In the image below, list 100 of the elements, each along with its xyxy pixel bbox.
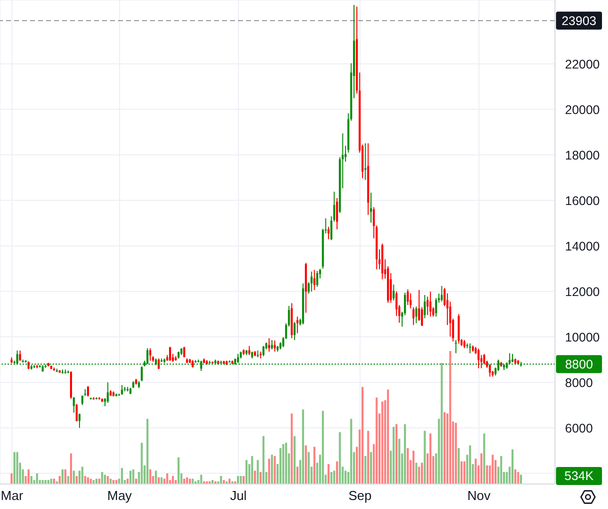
bar: [420, 462, 423, 484]
bar: [520, 474, 522, 484]
bar: [70, 453, 72, 484]
bar: [64, 469, 66, 484]
bar: [296, 466, 298, 484]
candlestick: [296, 316, 298, 334]
bar: [200, 474, 202, 484]
bar: [406, 448, 409, 484]
bar: [262, 436, 264, 484]
bar: [84, 476, 86, 484]
bar: [98, 478, 100, 484]
x-tick-label: Mar: [0, 488, 24, 504]
candlestick: [268, 338, 270, 352]
bar: [28, 469, 30, 484]
bar: [104, 474, 106, 484]
y-tick-label: 16000: [565, 194, 600, 208]
bar: [440, 362, 443, 484]
bar: [386, 390, 389, 484]
candlestick: [483, 353, 486, 365]
bar: [140, 442, 143, 484]
bar: [158, 477, 160, 484]
bar: [178, 457, 180, 484]
bar: [188, 478, 191, 484]
bar: [254, 470, 256, 484]
bar: [53, 478, 56, 484]
candlestick: [424, 294, 426, 319]
bar: [469, 445, 472, 484]
bar: [404, 424, 406, 484]
bar: [458, 448, 460, 484]
y-tick-label: 8000: [565, 376, 593, 390]
bar: [67, 476, 70, 484]
bar: [160, 477, 163, 484]
x-tick-label: May: [107, 488, 132, 504]
candlestick: [440, 285, 443, 302]
bar: [424, 430, 426, 484]
candlestick: [410, 292, 412, 309]
bar: [183, 478, 186, 484]
y-tick-label: 6000: [565, 421, 593, 436]
y-tick-label: 14000: [565, 239, 600, 254]
bar: [492, 454, 494, 484]
candlestick: [294, 322, 296, 341]
y-tick-label: 22000: [565, 57, 600, 72]
bar: [251, 456, 254, 484]
bar: [304, 445, 307, 484]
candlestick: [149, 348, 152, 362]
x-tick-label: Sep: [348, 488, 372, 504]
bar: [429, 433, 432, 484]
bar: [30, 476, 32, 484]
bar: [381, 402, 384, 484]
bar: [444, 412, 446, 484]
bar: [16, 452, 18, 484]
bar: [463, 461, 466, 484]
bar: [415, 462, 418, 484]
bar: [460, 461, 463, 484]
bar: [90, 478, 92, 484]
bar: [474, 458, 477, 484]
bar: [285, 442, 288, 484]
candlestick: [370, 192, 372, 224]
bar: [282, 444, 284, 484]
candlestick: [274, 340, 276, 352]
bar: [370, 452, 372, 484]
bar: [172, 476, 174, 484]
ref-line-label: 8800: [565, 358, 593, 372]
bar: [76, 476, 78, 484]
bar: [367, 430, 370, 484]
bar: [186, 477, 188, 484]
y-tick-label: 12000: [565, 284, 600, 299]
bar: [268, 458, 270, 484]
bar: [126, 478, 129, 484]
bar: [50, 478, 52, 484]
bar: [146, 418, 148, 484]
bar: [72, 470, 75, 484]
x-tick-label: Nov: [467, 488, 492, 504]
candlestick: [435, 298, 438, 318]
bar: [362, 386, 364, 484]
candlestick: [390, 272, 392, 304]
candlestick: [478, 348, 480, 369]
bar: [483, 433, 486, 484]
bar: [344, 470, 347, 484]
candlestick: [412, 306, 414, 326]
candlestick: [140, 366, 143, 382]
bar: [260, 472, 262, 484]
bar: [149, 469, 152, 484]
bar: [166, 473, 168, 484]
bar: [376, 398, 378, 484]
bar: [338, 432, 341, 484]
bar: [10, 473, 13, 484]
bar: [330, 472, 332, 484]
candlestick: [488, 364, 491, 378]
bar: [242, 476, 245, 484]
candlestick: [270, 340, 273, 350]
bar: [192, 478, 194, 484]
bar: [110, 478, 112, 484]
bar: [511, 449, 514, 484]
bar: [364, 456, 366, 484]
candlestick: [72, 396, 75, 414]
bar: [290, 414, 293, 484]
bar: [62, 469, 64, 484]
bar: [132, 469, 134, 484]
candlestick: [86, 386, 89, 397]
